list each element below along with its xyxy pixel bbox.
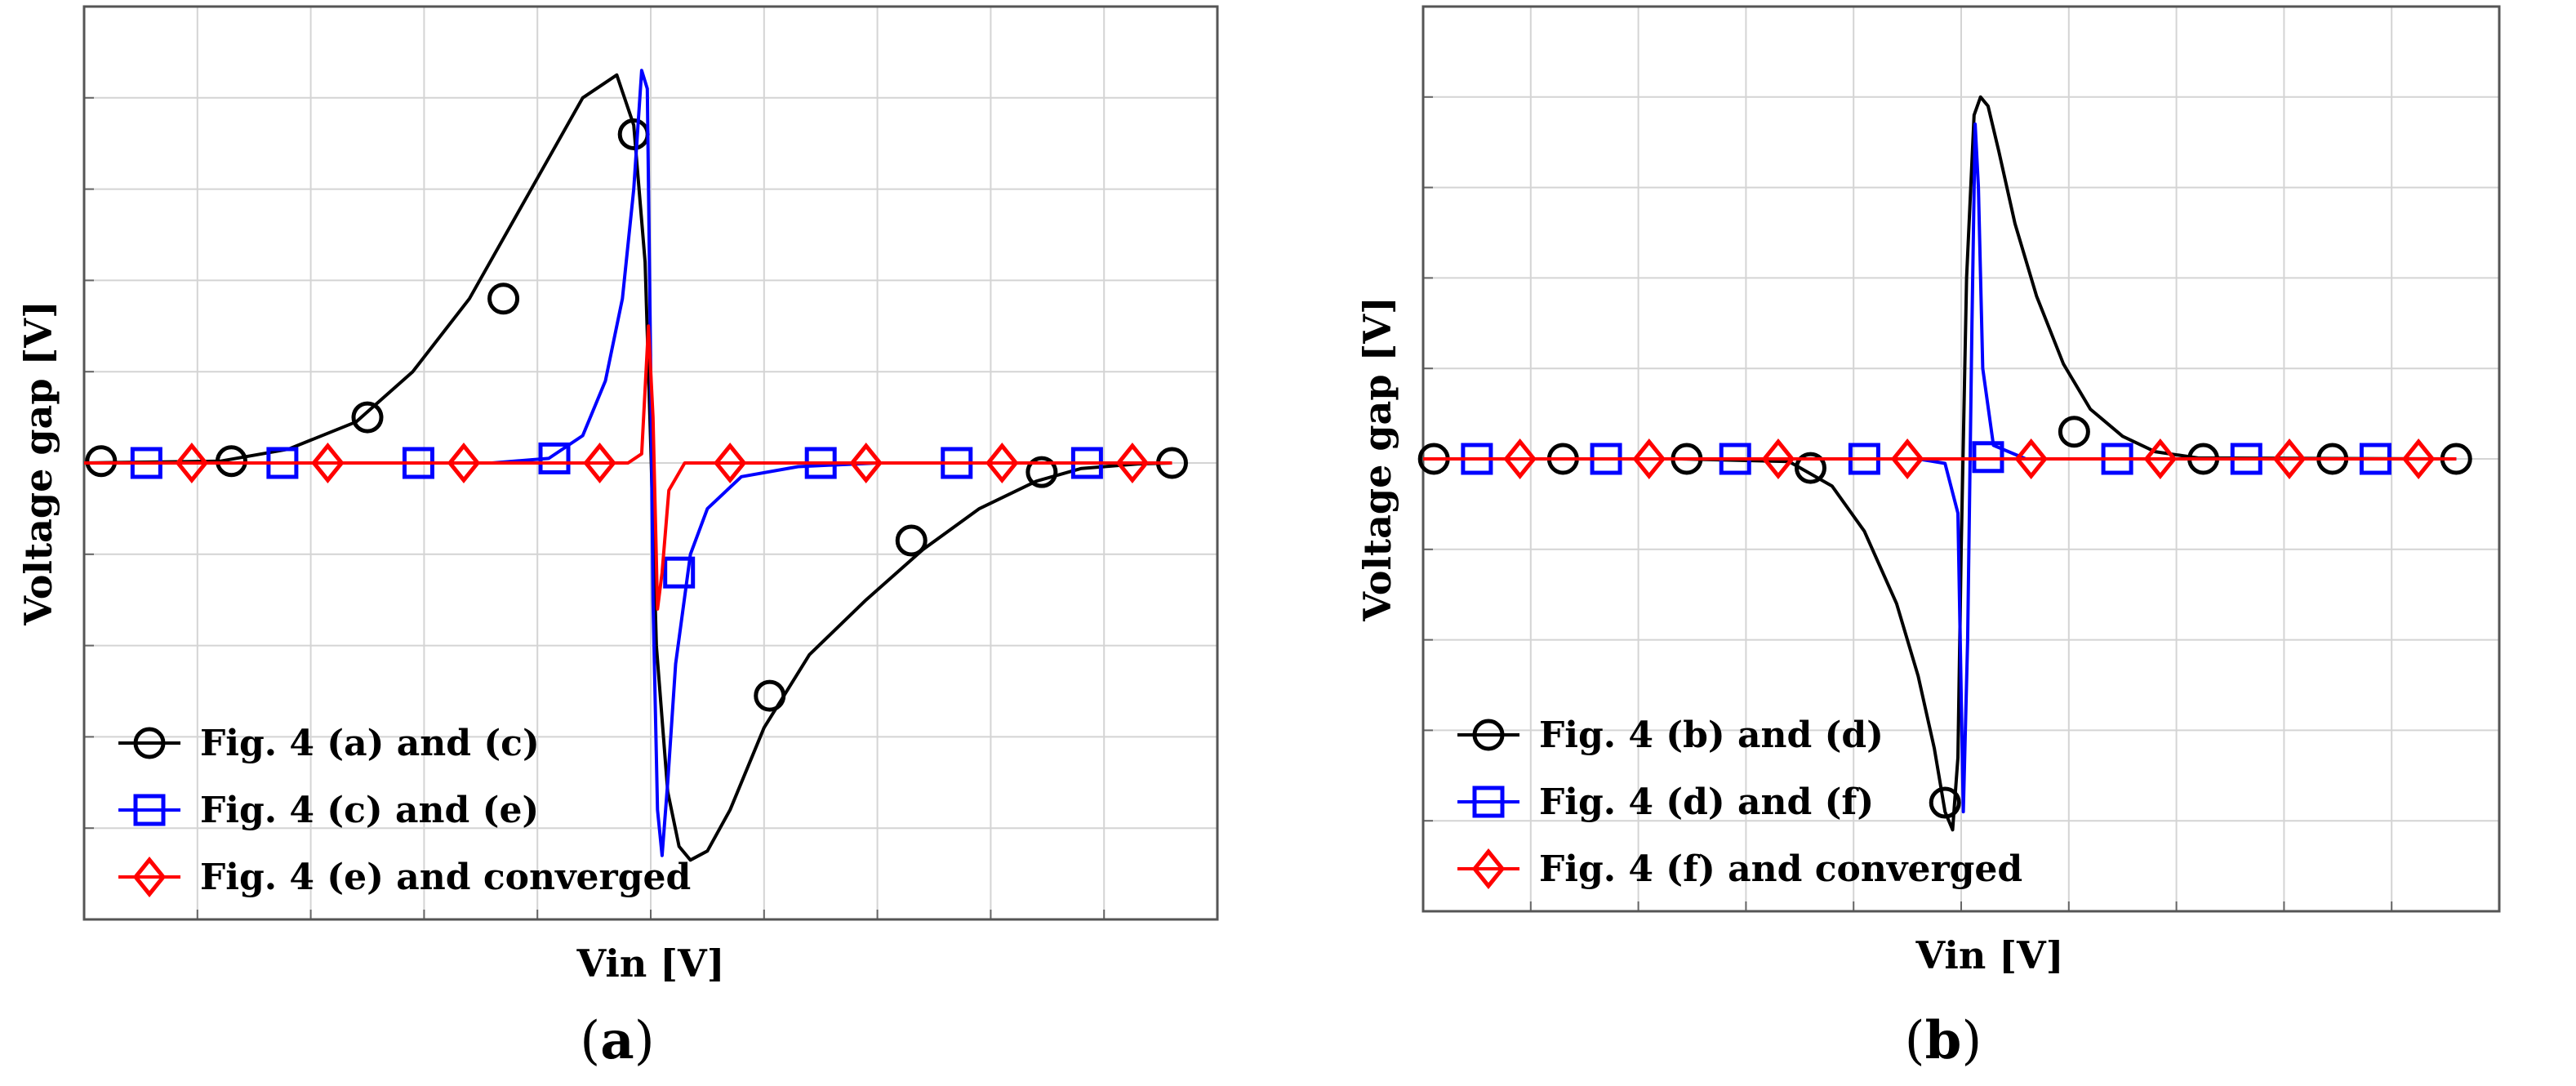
series-marker xyxy=(447,443,481,483)
legend-marker xyxy=(133,794,166,826)
series-marker xyxy=(2401,438,2436,479)
series-3 xyxy=(1423,438,2457,479)
legend-label: Fig. 4 (b) and (d) xyxy=(1539,714,1884,756)
series-2 xyxy=(1423,122,2457,814)
panel-b-caption: (b) xyxy=(1905,1010,1982,1071)
series-marker xyxy=(1761,438,1795,479)
series-line xyxy=(84,69,1172,857)
series-marker xyxy=(713,443,747,483)
legend-item: Fig. 4 (a) and (c) xyxy=(118,723,540,764)
legend-marker xyxy=(132,857,167,897)
series-line xyxy=(84,324,1172,611)
series-marker xyxy=(311,443,345,483)
series-marker xyxy=(1929,786,1961,819)
panel-b-series xyxy=(1417,95,2472,832)
series-line xyxy=(1423,122,2457,814)
series-marker xyxy=(2058,416,2090,448)
series-marker xyxy=(487,283,520,315)
series-marker xyxy=(1503,438,1537,479)
series-marker xyxy=(849,443,883,483)
series-marker xyxy=(1794,452,1826,484)
series-marker xyxy=(175,443,209,483)
panel-b: Fig. 4 (b) and (d) Fig. 4 (d) and (f) Fig.… xyxy=(1355,5,2501,1071)
series-marker xyxy=(2143,438,2178,479)
series-3 xyxy=(84,324,1172,611)
panel-a-series xyxy=(83,69,1188,862)
legend-item: Fig. 4 (f) and converged xyxy=(1457,848,2022,890)
legend-marker xyxy=(133,727,166,759)
panel-a-legend: Fig. 4 (a) and (c) Fig. 4 (c) and (e) Fig.… xyxy=(118,723,691,898)
series-marker xyxy=(538,442,571,474)
series-marker xyxy=(1632,438,1666,479)
legend-item: Fig. 4 (b) and (d) xyxy=(1457,714,1884,756)
panel-b-legend: Fig. 4 (b) and (d) Fig. 4 (d) and (f) Fig.… xyxy=(1457,714,2022,890)
panel-b-xlabel: Vin [V] xyxy=(1915,933,2063,977)
series-marker xyxy=(85,445,118,478)
series-marker xyxy=(1115,443,1150,483)
series-marker xyxy=(754,679,786,712)
series-marker xyxy=(1890,438,1924,479)
series-marker xyxy=(985,443,1019,483)
legend-item: Fig. 4 (d) and (f) xyxy=(1457,781,1874,823)
panel-a-caption-letter: a xyxy=(600,1010,634,1071)
legend-marker xyxy=(1472,786,1505,818)
series-line xyxy=(1423,95,2457,832)
panel-a: Fig. 4 (a) and (c) Fig. 4 (c) and (e) Fig.… xyxy=(16,5,1219,1071)
series-marker xyxy=(2272,438,2307,479)
legend-marker xyxy=(1471,848,1506,889)
series-marker xyxy=(583,443,616,483)
series-marker xyxy=(2014,438,2048,479)
panel-b-ylabel: Voltage gap [V] xyxy=(1355,296,1399,622)
series-marker xyxy=(663,556,696,589)
panel-a-caption: (a) xyxy=(580,1010,654,1071)
series-marker xyxy=(351,401,384,434)
panel-a-ylabel: Voltage gap [V] xyxy=(16,300,60,626)
legend-item: Fig. 4 (c) and (e) xyxy=(118,790,539,831)
series-marker xyxy=(1972,441,2004,474)
series-marker xyxy=(1026,456,1058,488)
panel-b-caption-letter: b xyxy=(1925,1010,1962,1071)
panel-a-xlabel: Vin [V] xyxy=(576,941,724,986)
legend-label: Fig. 4 (f) and converged xyxy=(1539,848,2022,890)
legend-marker xyxy=(1472,719,1505,751)
legend-label: Fig. 4 (c) and (e) xyxy=(200,790,539,831)
series-marker xyxy=(895,524,928,557)
legend-label: Fig. 4 (e) and converged xyxy=(200,857,691,898)
legend-label: Fig. 4 (a) and (c) xyxy=(200,723,540,764)
legend-label: Fig. 4 (d) and (f) xyxy=(1539,781,1874,823)
legend-item: Fig. 4 (e) and converged xyxy=(118,857,691,898)
series-marker xyxy=(215,445,247,478)
